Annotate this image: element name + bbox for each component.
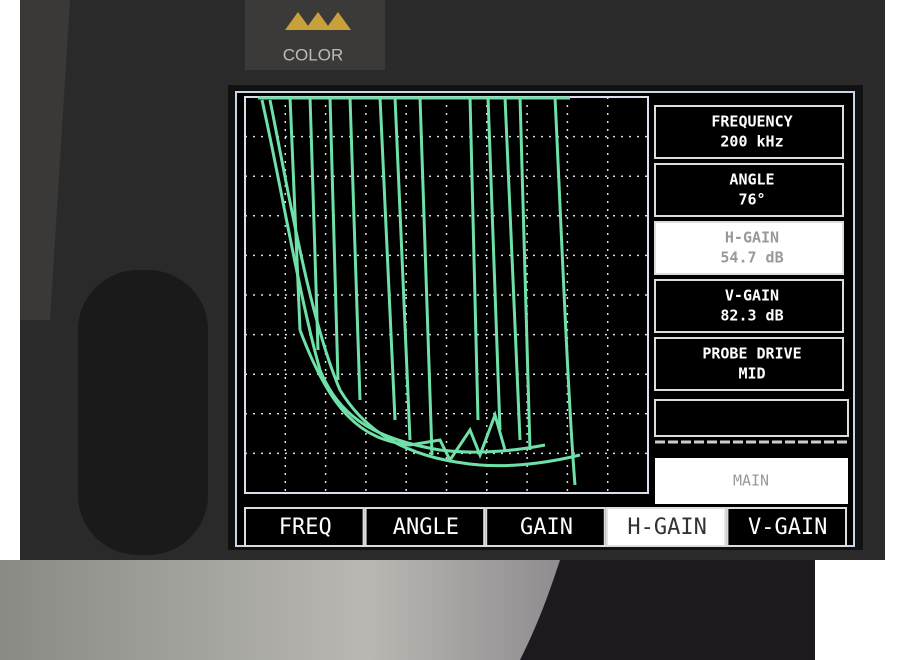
softkey-label: FREQ <box>279 515 332 540</box>
panel-label: FREQUENCY <box>711 113 792 131</box>
grip <box>78 270 208 555</box>
background <box>815 560 901 660</box>
menu-label: MAIN <box>733 472 769 490</box>
hand-shadow <box>520 560 815 660</box>
panel-value: 76° <box>738 191 765 209</box>
softkey-label: ANGLE <box>393 515 459 540</box>
panel-value: 54.7 dB <box>720 249 783 267</box>
panel-value: MID <box>738 365 765 383</box>
panel-label: H-GAIN <box>725 229 779 247</box>
softkey-label: H-GAIN <box>627 515 706 540</box>
logo-text: COLOR <box>283 45 343 64</box>
photo: COLOR FREQUENCY 200 kHz ANGLE 76° H-GAIN 54.7… <box>0 0 901 660</box>
panel-value: 82.3 dB <box>720 307 783 325</box>
status-box <box>655 400 848 436</box>
panel-label: ANGLE <box>729 171 774 189</box>
softkey-label: V-GAIN <box>748 515 827 540</box>
panel-label: PROBE DRIVE <box>702 345 801 363</box>
panel-label: V-GAIN <box>725 287 779 305</box>
panel-value: 200 kHz <box>720 133 783 151</box>
side-panel: FREQUENCY 200 kHz ANGLE 76° H-GAIN 54.7 dB V-G… <box>655 106 843 390</box>
device-screen: COLOR FREQUENCY 200 kHz ANGLE 76° H-GAIN 54.7… <box>0 0 901 660</box>
softkey-label: GAIN <box>520 515 573 540</box>
softkey-bar: FREQ ANGLE GAIN H-GAIN V-GAIN <box>245 508 846 546</box>
